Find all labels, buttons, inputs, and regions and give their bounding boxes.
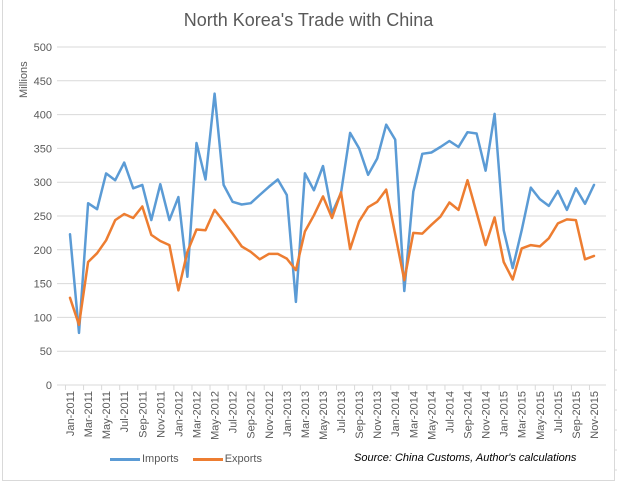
svg-text:150: 150 xyxy=(34,279,52,291)
svg-text:Jan-2011: Jan-2011 xyxy=(65,391,77,436)
svg-text:Mar-2012: Mar-2012 xyxy=(191,391,203,438)
svg-text:450: 450 xyxy=(34,76,52,88)
svg-text:Jan-2012: Jan-2012 xyxy=(173,391,185,437)
exports-line-swatch-icon xyxy=(192,457,223,461)
svg-text:Mar-2014: Mar-2014 xyxy=(408,391,420,438)
svg-text:May-2013: May-2013 xyxy=(318,391,330,440)
svg-text:400: 400 xyxy=(34,110,52,122)
svg-text:Jul-2012: Jul-2012 xyxy=(228,391,240,433)
svg-text:Nov-2015: Nov-2015 xyxy=(589,391,601,439)
svg-text:Jul-2014: Jul-2014 xyxy=(444,391,456,433)
legend: Imports Exports xyxy=(110,453,276,465)
svg-text:Nov-2012: Nov-2012 xyxy=(264,391,276,439)
imports-line-swatch-icon xyxy=(110,457,140,461)
svg-text:Jan-2013: Jan-2013 xyxy=(282,391,294,437)
svg-text:Sep-2015: Sep-2015 xyxy=(571,391,583,439)
gridlines xyxy=(57,46,606,386)
legend-item-exports: Exports xyxy=(192,453,262,465)
chart-title: North Korea's Trade with China xyxy=(183,10,434,30)
svg-text:May-2015: May-2015 xyxy=(535,391,547,440)
legend-imports-label: Imports xyxy=(142,453,179,465)
svg-text:May-2012: May-2012 xyxy=(210,391,222,440)
svg-text:200: 200 xyxy=(34,245,52,257)
svg-text:Jul-2011: Jul-2011 xyxy=(119,391,131,432)
svg-text:Jan-2014: Jan-2014 xyxy=(390,391,402,437)
svg-text:0: 0 xyxy=(46,380,52,392)
svg-text:Nov-2011: Nov-2011 xyxy=(155,391,167,438)
source-note: Source: China Customs, Author's calculat… xyxy=(354,452,577,464)
svg-text:300: 300 xyxy=(34,177,52,189)
svg-text:Nov-2014: Nov-2014 xyxy=(481,391,493,439)
svg-text:Jan-2015: Jan-2015 xyxy=(499,391,511,437)
series-lines xyxy=(68,92,596,335)
svg-text:Jul-2015: Jul-2015 xyxy=(553,391,565,433)
svg-text:Sep-2011: Sep-2011 xyxy=(137,391,149,438)
svg-text:Sep-2012: Sep-2012 xyxy=(246,391,258,439)
svg-text:May-2014: May-2014 xyxy=(426,391,438,440)
series-exports-line xyxy=(68,178,596,327)
legend-item-imports: Imports xyxy=(110,453,179,465)
svg-text:Mar-2011: Mar-2011 xyxy=(83,391,95,437)
svg-text:Jul-2013: Jul-2013 xyxy=(336,391,348,433)
y-axis-ticks: 0 50 100 150 200 250 300 350 400 450 500 xyxy=(34,42,52,392)
series-imports-line xyxy=(68,92,596,335)
svg-text:100: 100 xyxy=(34,312,52,324)
svg-text:250: 250 xyxy=(34,211,52,223)
svg-text:500: 500 xyxy=(34,42,52,54)
svg-text:50: 50 xyxy=(40,346,52,358)
svg-text:May-2011: May-2011 xyxy=(101,391,113,439)
legend-exports-label: Exports xyxy=(224,453,262,465)
x-axis: Jan-2011 Mar-2011 May-2011 Jul-2011 Sep-2011… xyxy=(64,385,601,440)
svg-text:Nov-2013: Nov-2013 xyxy=(372,391,384,439)
svg-text:Sep-2014: Sep-2014 xyxy=(463,391,475,439)
svg-text:Mar-2013: Mar-2013 xyxy=(300,391,312,438)
svg-text:Mar-2015: Mar-2015 xyxy=(517,391,529,438)
svg-text:Sep-2013: Sep-2013 xyxy=(354,391,366,439)
svg-text:350: 350 xyxy=(34,143,52,155)
